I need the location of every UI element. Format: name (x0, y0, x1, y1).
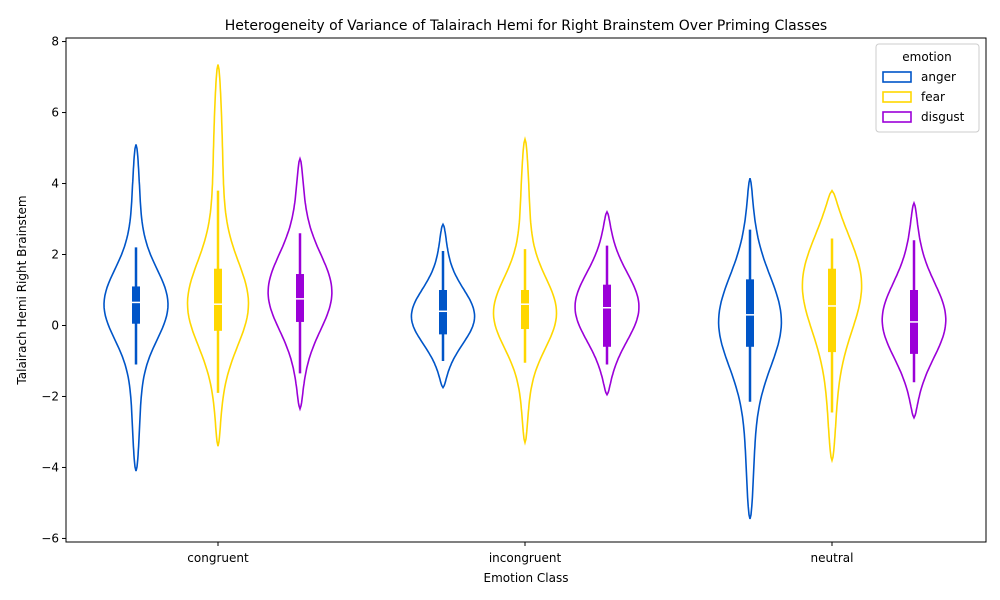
legend: emotion anger fear disgust (875, 43, 980, 133)
violin-fear-neutral (801, 189, 863, 464)
x-axis-title: Emotion Class (484, 571, 569, 585)
violin-body (267, 156, 333, 412)
violin-iqr-box (603, 284, 611, 347)
y-tick-label: 4 (51, 177, 59, 191)
violin-anger-incongruent (410, 222, 476, 390)
legend-swatch-fear (882, 91, 912, 103)
y-axis-title: Talairach Hemi Right Brainstem (15, 195, 29, 385)
violin-iqr-box (214, 268, 222, 331)
legend-swatch-disgust (882, 111, 912, 123)
y-tick-label: −4 (41, 460, 59, 474)
violin-anger-congruent (103, 144, 169, 472)
y-axis: −6 −4 −2 0 2 4 6 8 (41, 35, 66, 545)
violin-fear-congruent (186, 64, 250, 447)
violin-iqr-box (296, 274, 304, 322)
x-axis: congruent incongruent neutral (187, 542, 853, 565)
violin-iqr-box (746, 279, 754, 347)
legend-swatch-anger (882, 71, 912, 83)
violin-body (103, 144, 169, 472)
legend-frame (875, 43, 980, 133)
violin-iqr-box (521, 290, 529, 330)
x-tick-label: neutral (811, 551, 854, 565)
legend-title: emotion (902, 50, 951, 64)
violin-body (492, 136, 558, 446)
violin-anger-neutral (717, 178, 783, 520)
legend-label-disgust: disgust (921, 110, 965, 124)
violin-body (801, 189, 863, 464)
violin-fear-incongruent (492, 136, 558, 446)
y-tick-label: 8 (51, 35, 59, 49)
y-tick-label: −2 (41, 389, 59, 403)
x-tick-label: incongruent (489, 551, 562, 565)
violin-disgust-congruent (267, 156, 333, 412)
violin-iqr-box (439, 290, 447, 335)
violin-iqr-box (132, 286, 140, 324)
violin-iqr-box (828, 268, 836, 353)
x-tick-label: congruent (187, 551, 249, 565)
plot-area (103, 64, 947, 520)
violin-body (410, 222, 476, 390)
violin-body (717, 178, 783, 520)
chart-title: Heterogeneity of Variance of Talairach H… (225, 18, 827, 34)
y-tick-label: 0 (51, 318, 59, 332)
plot-frame (65, 37, 987, 543)
violin-disgust-incongruent (574, 210, 640, 397)
violin-body (574, 210, 640, 397)
y-tick-label: −6 (41, 531, 59, 545)
legend-label-anger: anger (921, 70, 956, 84)
violin-body (881, 200, 947, 420)
violin-disgust-neutral (881, 200, 947, 420)
y-tick-label: 6 (51, 106, 59, 120)
y-tick-label: 2 (51, 248, 59, 262)
legend-label-fear: fear (921, 90, 945, 104)
violin-body (186, 64, 250, 447)
